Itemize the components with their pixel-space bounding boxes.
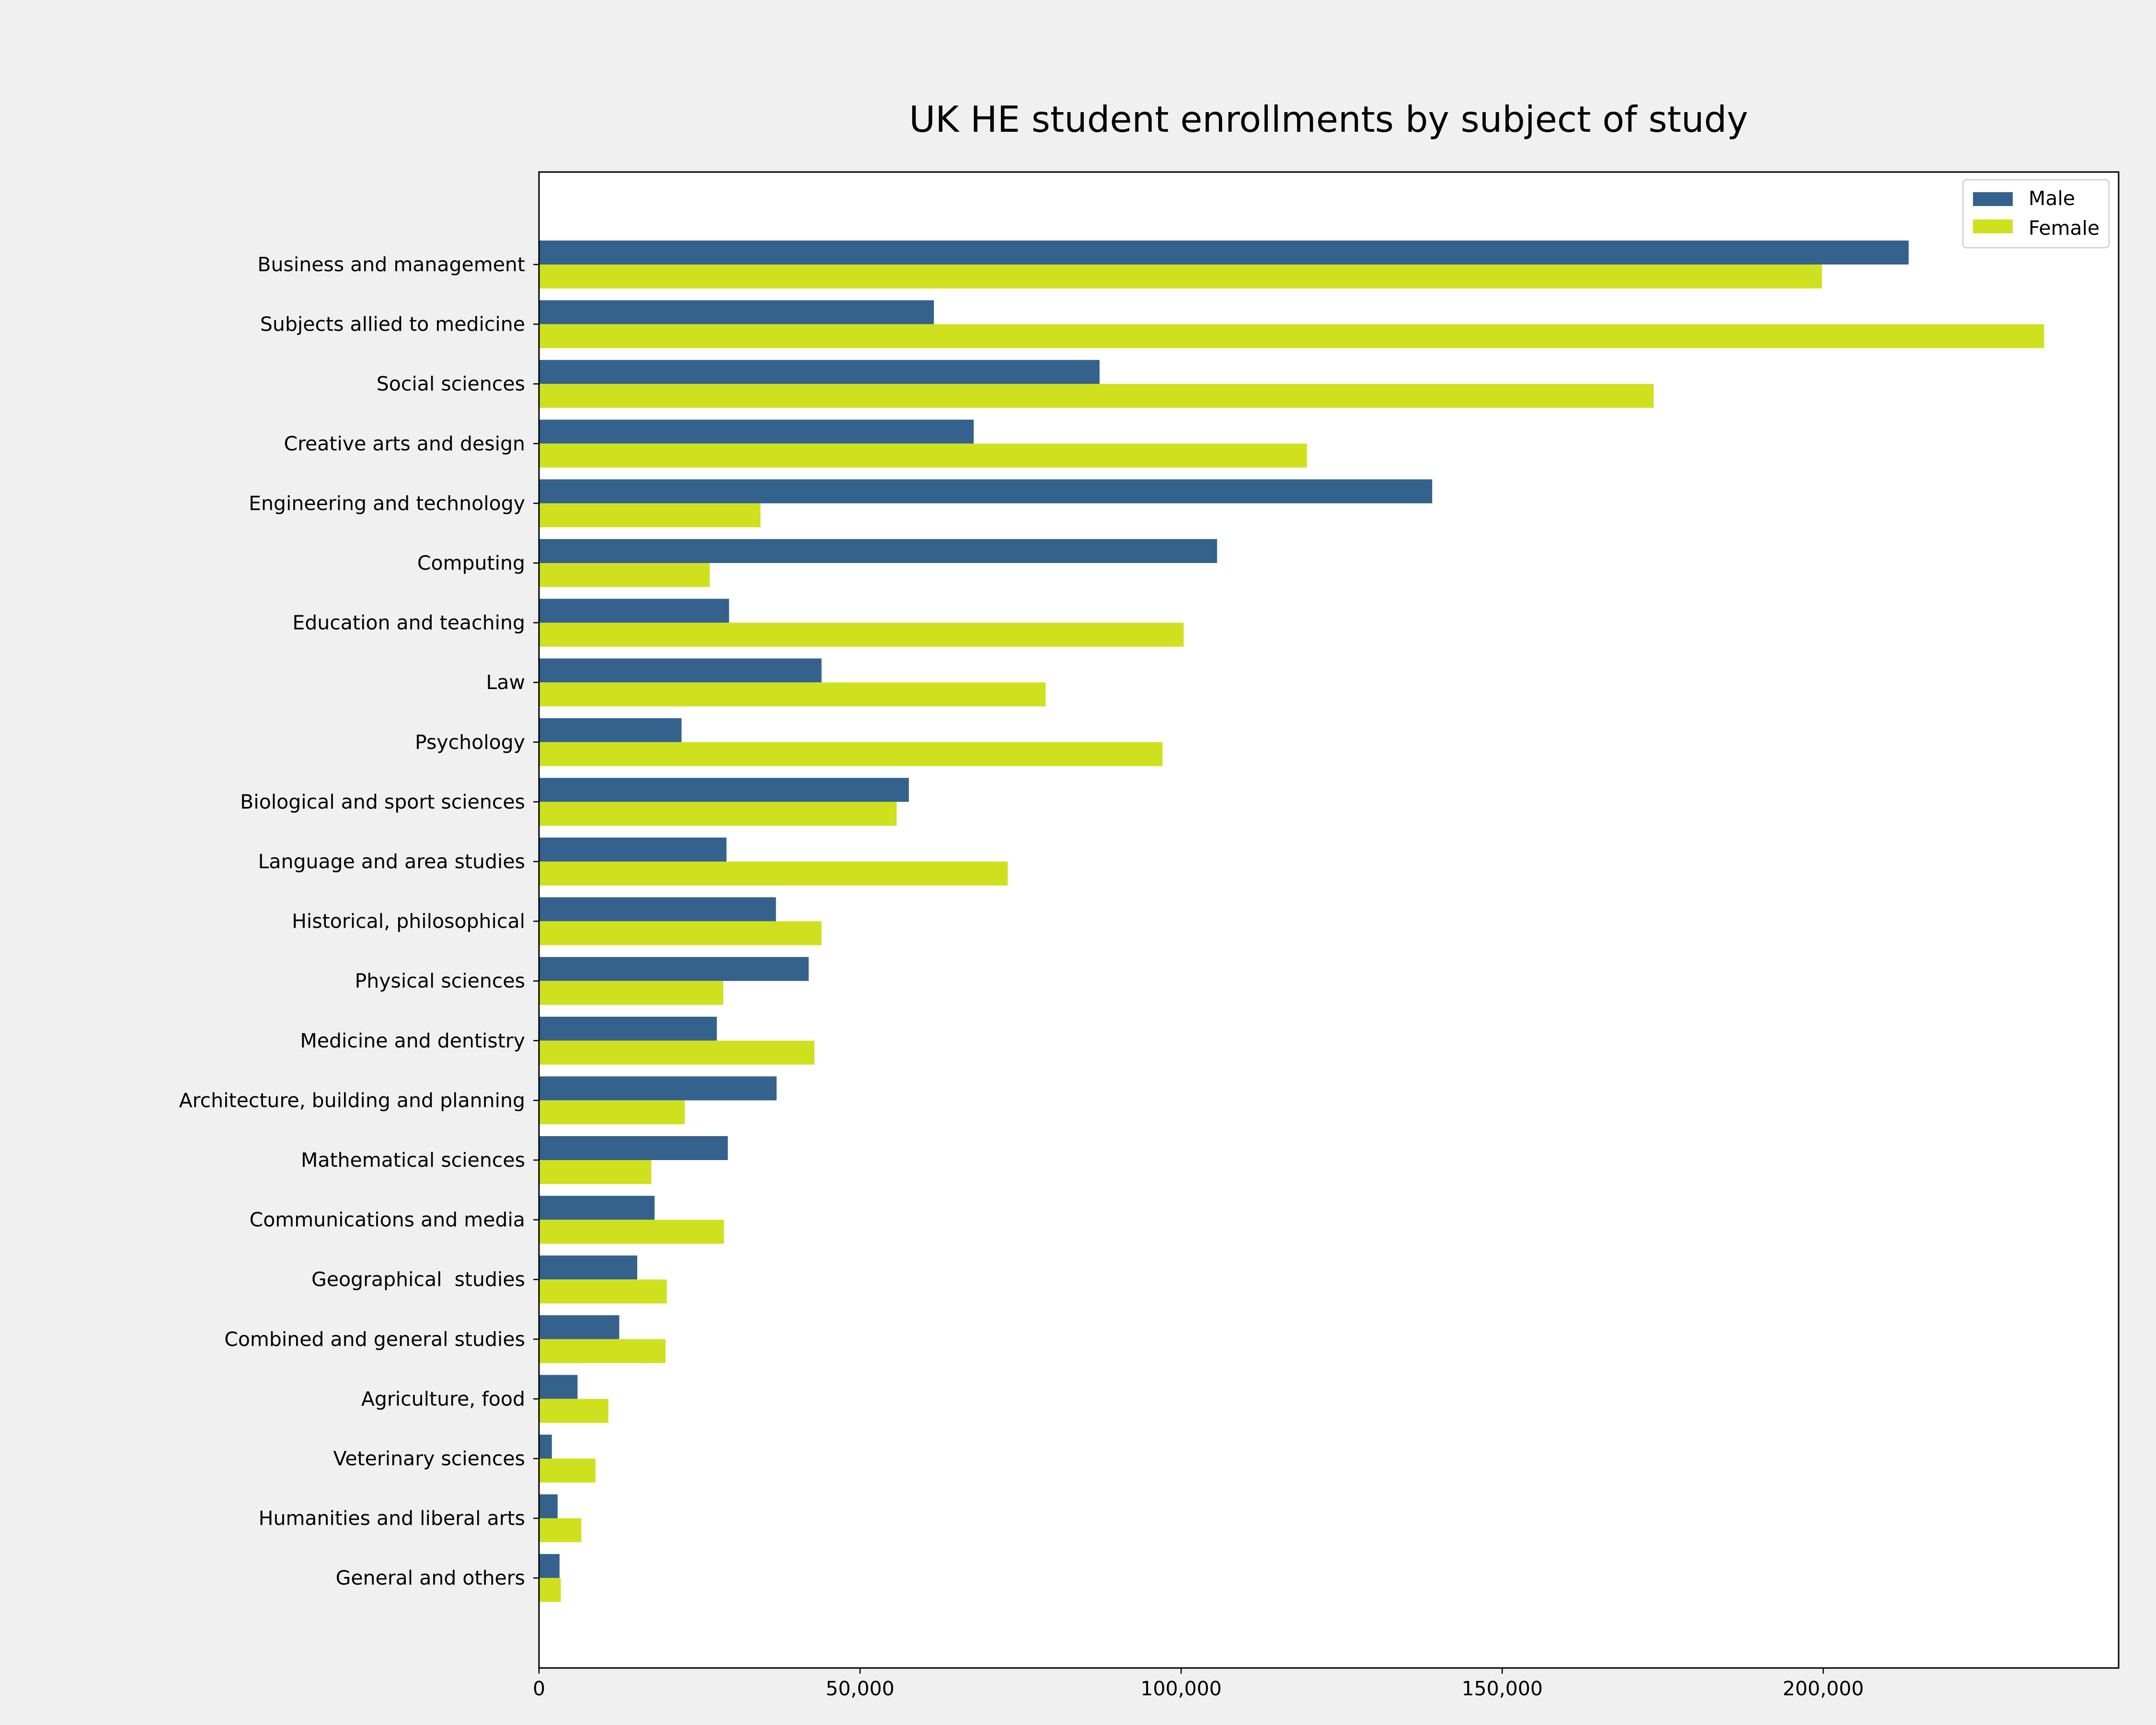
legend-label-male: Male — [2029, 187, 2075, 210]
category-label-general-and-others: General and others — [336, 1566, 525, 1589]
bar-female-general-and-others — [539, 1578, 561, 1602]
bar-male-agriculture-food — [539, 1375, 578, 1399]
bar-male-veterinary-sciences — [539, 1435, 552, 1459]
bar-female-biological-and-sport-sciences — [539, 802, 897, 826]
category-label-language-and-area-studies: Language and area studies — [258, 850, 525, 873]
category-label-social-sciences: Social sciences — [377, 372, 525, 395]
bar-female-medicine-and-dentistry — [539, 1040, 814, 1065]
bars-group — [539, 241, 2044, 1602]
category-label-combined-and-general-studies: Combined and general studies — [224, 1328, 525, 1351]
bar-female-psychology — [539, 742, 1163, 766]
bar-male-mathematical-sciences — [539, 1136, 728, 1160]
category-label-business-and-management: Business and management — [257, 253, 525, 276]
category-label-medicine-and-dentistry: Medicine and dentistry — [300, 1029, 525, 1052]
bar-female-humanities-and-liberal-arts — [539, 1518, 582, 1542]
bar-male-social-sciences — [539, 360, 1100, 384]
bar-male-physical-sciences — [539, 957, 809, 981]
x-tick-label: 150,000 — [1462, 1677, 1543, 1700]
bar-male-law — [539, 658, 822, 683]
category-label-computing: Computing — [417, 552, 525, 575]
category-label-physical-sciences: Physical sciences — [355, 969, 525, 992]
bar-male-medicine-and-dentistry — [539, 1016, 717, 1041]
bar-female-veterinary-sciences — [539, 1459, 596, 1483]
x-tick-label: 100,000 — [1140, 1677, 1222, 1700]
bar-male-communications-and-media — [539, 1196, 655, 1220]
legend: Male Female — [1962, 179, 2110, 249]
bar-female-law — [539, 682, 1046, 707]
bar-male-creative-arts-and-design — [539, 419, 974, 444]
legend-label-female: Female — [2029, 217, 2099, 240]
bar-female-social-sciences — [539, 384, 1654, 408]
category-label-geographical-studies: Geographical studies — [311, 1268, 525, 1291]
x-tick-label: 50,000 — [826, 1677, 894, 1700]
bar-female-mathematical-sciences — [539, 1160, 652, 1184]
category-label-veterinary-sciences: Veterinary sciences — [333, 1447, 525, 1470]
bar-female-education-and-teaching — [539, 622, 1184, 647]
bar-female-computing — [539, 563, 710, 587]
bar-male-biological-and-sport-sciences — [539, 778, 909, 802]
category-label-agriculture-food: Agriculture, food — [361, 1387, 525, 1410]
bar-male-computing — [539, 539, 1217, 563]
category-label-creative-arts-and-design: Creative arts and design — [284, 432, 525, 455]
bar-male-historical-philosophical — [539, 897, 776, 921]
category-label-law: Law — [486, 671, 526, 694]
bar-male-combined-and-general-studies — [539, 1315, 619, 1339]
bar-female-architecture-building-and-planning — [539, 1100, 685, 1125]
x-axis-ticks: 0 50,000 100,000 150,000 200,000 — [533, 1668, 1864, 1700]
bar-female-subjects-allied-to-medicine — [539, 324, 2044, 348]
bar-male-education-and-teaching — [539, 598, 729, 623]
bar-female-physical-sciences — [539, 981, 723, 1005]
category-label-communications-and-media: Communications and media — [250, 1208, 525, 1231]
bar-male-subjects-allied-to-medicine — [539, 300, 934, 324]
bar-female-agriculture-food — [539, 1399, 608, 1423]
chart-title: UK HE student enrollments by subject of … — [909, 98, 1748, 140]
bar-male-humanities-and-liberal-arts — [539, 1494, 558, 1518]
category-label-humanities-and-liberal-arts: Humanities and liberal arts — [259, 1507, 525, 1530]
category-label-subjects-allied-to-medicine: Subjects allied to medicine — [260, 313, 525, 336]
bar-female-communications-and-media — [539, 1219, 724, 1244]
category-label-psychology: Psychology — [415, 731, 525, 754]
category-labels: Business and management Subjects allied t… — [179, 253, 539, 1589]
bar-female-engineering-and-technology — [539, 503, 761, 528]
bar-male-general-and-others — [539, 1554, 560, 1578]
category-label-education-and-teaching: Education and teaching — [292, 611, 525, 634]
category-label-architecture-building-and-planning: Architecture, building and planning — [179, 1089, 525, 1112]
category-label-historical-philosophical: Historical, philosophical — [292, 910, 525, 933]
bar-female-combined-and-general-studies — [539, 1339, 666, 1363]
bar-male-language-and-area-studies — [539, 838, 727, 862]
bar-male-architecture-building-and-planning — [539, 1076, 777, 1101]
legend-swatch-female — [1973, 219, 2013, 233]
bar-female-language-and-area-studies — [539, 862, 1008, 886]
bar-female-creative-arts-and-design — [539, 443, 1307, 468]
category-label-engineering-and-technology: Engineering and technology — [249, 492, 525, 515]
bar-female-business-and-management — [539, 264, 1822, 288]
category-label-mathematical-sciences: Mathematical sciences — [301, 1149, 525, 1172]
bar-male-engineering-and-technology — [539, 479, 1433, 504]
plot-frame — [538, 171, 2120, 1669]
bar-female-historical-philosophical — [539, 921, 822, 945]
category-label-biological-and-sport-sciences: Biological and sport sciences — [240, 790, 525, 813]
x-tick-label: 200,000 — [1783, 1677, 1864, 1700]
bar-female-geographical-studies — [539, 1279, 667, 1304]
bar-male-business-and-management — [539, 241, 1909, 264]
bar-male-psychology — [539, 718, 682, 742]
legend-swatch-male — [1973, 192, 2013, 206]
bar-male-geographical-studies — [539, 1255, 638, 1280]
x-tick-label: 0 — [533, 1677, 545, 1700]
